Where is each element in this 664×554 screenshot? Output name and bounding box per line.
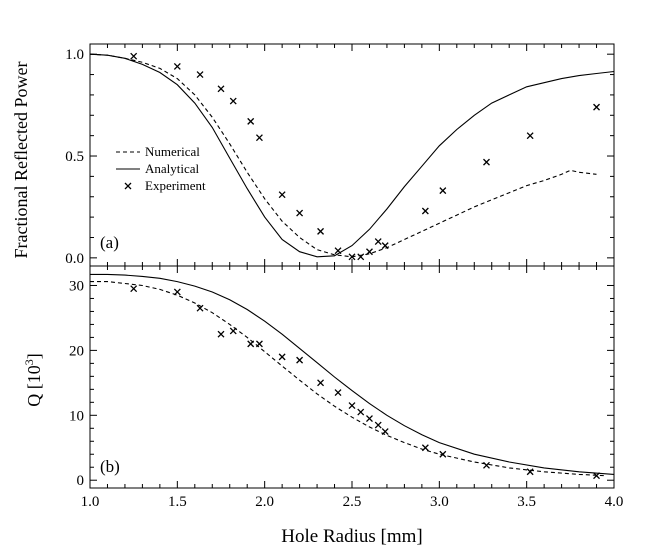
experiment-point: [173, 288, 181, 296]
x-tick-label: 2.5: [343, 494, 362, 510]
experiment-point: [421, 207, 429, 215]
experiment-point: [334, 247, 342, 255]
legend-numerical-label: Numerical: [145, 144, 200, 159]
x-tick-label: 1.5: [168, 494, 187, 510]
analytical-curve: [90, 273, 615, 475]
experiment-point: [217, 330, 225, 338]
panel-b-frame: [89, 265, 615, 489]
analytical-curve: [89, 53, 615, 258]
x-axis-label: Hole Radius [mm]: [281, 526, 422, 547]
experiment-point: [278, 353, 286, 361]
experiment-point: [255, 134, 263, 142]
experiment-point: [247, 117, 255, 125]
y-tick-label: 0.5: [65, 149, 84, 165]
experiment-point: [526, 132, 534, 140]
experiment-point: [483, 158, 490, 166]
panel-b-ticks: [89, 266, 615, 488]
experiment-point: [593, 103, 600, 111]
experiment-point: [421, 444, 429, 452]
experiment-point: [296, 356, 304, 364]
experiment-point: [348, 253, 356, 261]
panel-b-xtick-labels: 1.0 1.5 2.0 2.5 3.0 3.5 4.0: [81, 494, 624, 510]
experiment-point: [130, 285, 138, 293]
x-tick-label: 3.5: [517, 494, 536, 510]
experiment-point: [439, 450, 447, 458]
y-tick-label: 0: [77, 473, 85, 489]
panel-a-label: (a): [100, 233, 119, 252]
experiment-point: [317, 379, 325, 387]
panel-b: 0 10 20 30 1.0 1.5 2.0 2.5 3.0 3.5 4.0 (b) Q [103…: [22, 265, 624, 547]
panel-a-ylabel: Fractional Reflected Power: [11, 62, 31, 259]
experiment-point: [317, 227, 325, 235]
experiment-point: [439, 187, 447, 195]
legend: Numerical Analytical Experiment: [116, 144, 206, 193]
experiment-point: [196, 304, 204, 312]
panel-b-ytick-labels: 0 10 20 30: [69, 278, 84, 489]
experiment-point: [381, 242, 389, 250]
experiment-point: [357, 253, 365, 261]
y-tick-label: 30: [69, 278, 84, 294]
experiment-point: [296, 209, 304, 217]
experiment-point: [366, 415, 373, 423]
experiment-point: [483, 461, 490, 469]
panel-b-label: (b): [100, 457, 120, 476]
experiment-point: [374, 238, 382, 246]
experiment-point: [357, 408, 365, 416]
experiment-point: [173, 62, 181, 70]
y-tick-label: 0.0: [65, 251, 84, 267]
legend-experiment-marker: [124, 182, 132, 190]
experiment-point: [247, 340, 255, 348]
panel-a-series: [89, 52, 615, 261]
x-tick-label: 3.0: [430, 494, 449, 510]
experiment-point: [255, 340, 263, 348]
legend-analytical-label: Analytical: [145, 161, 200, 176]
experiment-point: [217, 85, 225, 93]
y-tick-label: 1.0: [65, 47, 84, 63]
experiment-point: [526, 468, 534, 476]
experiment-point: [334, 389, 342, 397]
panel-a-ytick-labels: 0.0 0.5 1.0: [65, 47, 84, 267]
numerical-curve: [90, 281, 606, 477]
panel-b-ylabel: Q [103]: [22, 353, 44, 407]
experiment-point: [366, 248, 373, 256]
x-tick-label: 4.0: [605, 494, 624, 510]
experiment-point: [229, 327, 237, 335]
x-tick-label: 1.0: [81, 494, 100, 510]
experiment-point: [229, 97, 237, 105]
panel-b-ylabel-main: Q [10: [24, 365, 44, 407]
y-tick-label: 20: [69, 343, 84, 359]
experiment-point: [381, 428, 389, 435]
experiment-point: [130, 52, 138, 60]
panel-b-ylabel-end: ]: [24, 353, 44, 359]
experiment-point: [348, 402, 356, 410]
panel-b-series: [90, 273, 615, 480]
experiment-point: [278, 191, 286, 199]
x-tick-label: 2.0: [255, 494, 274, 510]
panel-a: 0.0 0.5 1.0 (a) Numerical Analytical Exper…: [11, 43, 615, 267]
experiment-point: [374, 421, 382, 429]
y-tick-label: 10: [69, 408, 84, 424]
panel-b-ylabel-sup: 3: [22, 359, 36, 365]
experiment-point: [593, 472, 600, 480]
legend-experiment-label: Experiment: [145, 178, 206, 193]
experiment-point: [196, 71, 204, 79]
